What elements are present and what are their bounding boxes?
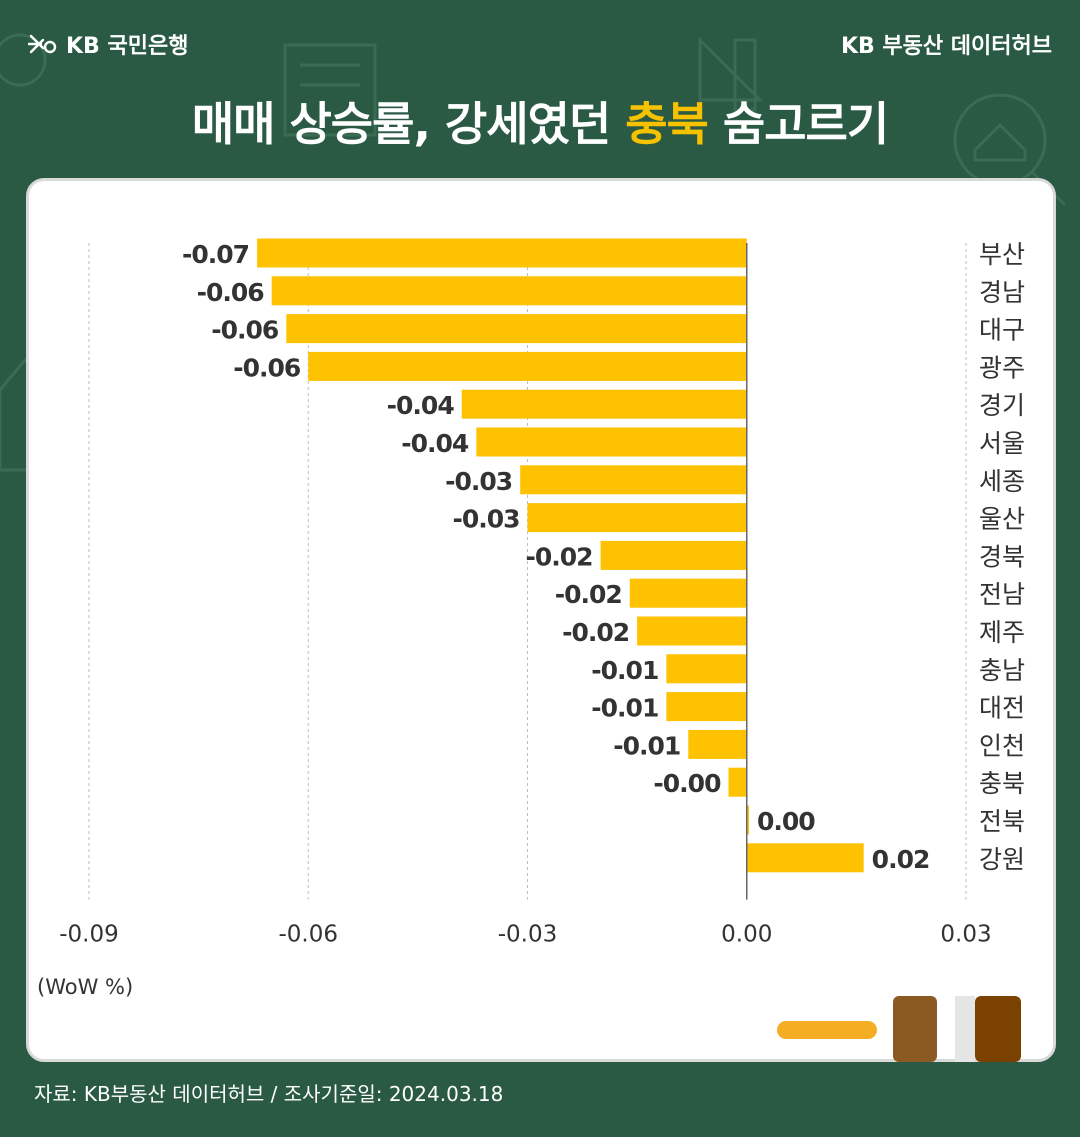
category-label: 강원 xyxy=(979,845,1025,874)
value-label: -0.06 xyxy=(197,278,265,307)
value-label: -0.01 xyxy=(613,731,680,760)
value-label: -0.02 xyxy=(555,580,622,609)
category-label: 세종 xyxy=(979,467,1025,496)
x-tick-label: 0.00 xyxy=(721,922,772,948)
title-prefix: 매매 상승률, 강세였던 xyxy=(191,97,626,151)
bar xyxy=(637,616,747,646)
header-brand: KB 부동산 데이터허브 xyxy=(840,34,1052,59)
bar xyxy=(461,389,747,419)
category-label: 제주 xyxy=(979,618,1025,647)
category-label: 인천 xyxy=(979,731,1025,760)
x-tick-label: -0.03 xyxy=(498,922,558,948)
bar xyxy=(271,276,747,306)
bar xyxy=(629,578,747,608)
title-highlight: 충북 xyxy=(625,97,709,151)
x-tick-label: -0.06 xyxy=(278,922,338,948)
kb-bank-logo: KB 국민은행 xyxy=(28,28,188,60)
kb-star-icon xyxy=(28,34,57,54)
bar xyxy=(308,351,747,381)
value-label: -0.06 xyxy=(233,353,301,382)
category-label: 부산 xyxy=(979,240,1025,269)
bar xyxy=(600,540,747,570)
bar xyxy=(666,692,747,722)
bar xyxy=(746,843,864,873)
value-label: -0.06 xyxy=(211,316,279,345)
bar xyxy=(728,767,747,797)
category-label: 충남 xyxy=(979,656,1025,685)
category-label: 충북 xyxy=(979,769,1025,798)
title-suffix: 숨고르기 xyxy=(707,97,889,151)
logo-text: KB 국민은행 xyxy=(66,34,189,59)
category-label: 전남 xyxy=(979,580,1025,609)
chart-card: -0.07 부산 -0.06 경남 -0.06 대구 -0.06 광주 -0.04 경기 -0.04… xyxy=(26,178,1056,1062)
category-label: 울산 xyxy=(979,505,1025,534)
bar xyxy=(746,805,749,835)
category-label: 광주 xyxy=(979,353,1025,382)
category-label: 대전 xyxy=(979,694,1025,723)
value-label: -0.01 xyxy=(591,656,658,685)
bar xyxy=(257,238,747,268)
x-tick-label: -0.09 xyxy=(59,922,119,948)
page-title: 매매 상승률, 강세였던 충북 숨고르기 xyxy=(0,88,1080,154)
value-label: -0.07 xyxy=(182,240,249,269)
value-label: -0.03 xyxy=(452,505,519,534)
value-label: 0.02 xyxy=(872,845,930,874)
value-label: -0.04 xyxy=(401,429,469,458)
x-tick-label: 0.03 xyxy=(940,922,991,948)
value-label: -0.02 xyxy=(562,618,629,647)
bar xyxy=(688,729,747,759)
category-label: 대구 xyxy=(979,316,1025,345)
value-label: -0.01 xyxy=(591,694,658,723)
value-label: -0.03 xyxy=(445,467,512,496)
bar xyxy=(520,465,747,495)
bar-chart: -0.07 부산 -0.06 경남 -0.06 대구 -0.06 광주 -0.04 경기 -0.04… xyxy=(59,238,1025,948)
unit-label: (WoW %) xyxy=(37,975,134,999)
category-label: 경북 xyxy=(979,542,1025,571)
value-label: -0.02 xyxy=(526,542,593,571)
source-footer: 자료: KB부동산 데이터허브 / 조사기준일: 2024.03.18 xyxy=(34,1082,504,1106)
value-label: -0.00 xyxy=(653,769,721,798)
category-label: 경기 xyxy=(979,391,1025,420)
category-label: 전북 xyxy=(979,807,1025,836)
value-label: 0.00 xyxy=(757,807,815,836)
bar xyxy=(286,314,747,344)
bar xyxy=(666,654,747,684)
bar xyxy=(476,427,747,457)
value-label: -0.04 xyxy=(387,391,455,420)
category-label: 경남 xyxy=(979,278,1025,307)
category-label: 서울 xyxy=(979,429,1025,458)
bar xyxy=(527,503,747,533)
